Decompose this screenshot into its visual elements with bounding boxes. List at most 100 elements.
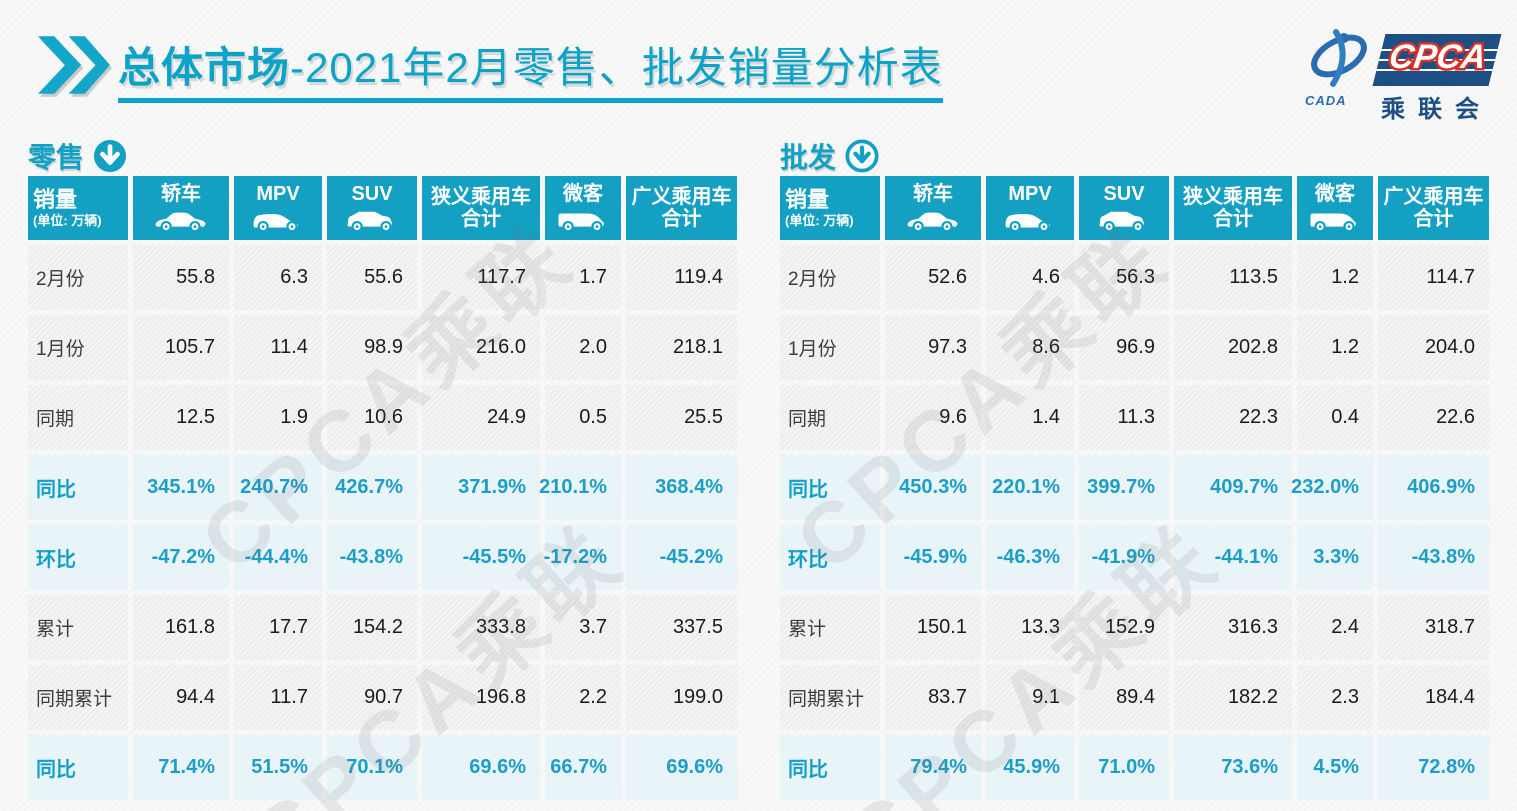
value-cell: 79.4% [885,735,981,800]
download-arrow-outline-icon [845,139,879,173]
value-cell: 0.5 [545,385,621,450]
row-label: 同比 [36,759,76,781]
value-text: 184.4 [1424,686,1475,708]
value-cell: 232.0% [1291,455,1373,520]
sedan-icon [155,212,206,233]
page-title-bold: 总体市场 [118,44,291,91]
value-text: -45.2% [659,546,723,568]
value-text: 1.4 [1032,406,1060,428]
value-cell: 22.3 [1174,385,1292,450]
row-label: 同期 [788,409,827,430]
retail-section: 零售 销量 (单位: 万辆) 轿车 MPV SUV 狭义乘用车 合计 微客 广义乘用车 合计 2月份… [28,136,737,800]
value-text: 152.9 [1104,616,1155,638]
value-text: 97.3 [928,336,967,358]
value-text: 450.3% [899,476,967,498]
value-text: -46.3% [996,546,1060,568]
value-text: 240.7% [240,476,308,498]
value-cell: 83.7 [885,665,981,730]
column-header-cell: 广义乘用车 合计 [1378,176,1489,240]
column-header-cell: SUV [327,176,417,240]
value-text: 22.6 [1436,406,1475,428]
value-text: 4.5% [1313,756,1359,778]
value-cell: 73.6% [1174,735,1292,800]
value-text: -43.8% [1411,546,1475,568]
value-cell: -44.1% [1174,525,1292,590]
value-cell: 196.8 [422,665,540,730]
row-label-cell: 同期 [28,385,128,450]
column-header-line1: 微客 [563,182,603,205]
value-text: 316.3 [1227,616,1278,638]
column-header-cell: MPV [986,176,1074,240]
value-cell: 1.7 [545,245,621,310]
value-text: 232.0% [1291,476,1359,498]
value-text: 10.6 [364,406,403,428]
wholesale-section-header: 批发 [780,136,1489,176]
value-cell: 66.7% [545,735,621,800]
cpca-logo: CADA CPCA CPCA 乘联会 [1303,20,1502,123]
value-text: 114.7 [1426,266,1475,288]
value-cell: -43.8% [1378,525,1489,590]
mpv-icon [253,214,299,233]
column-header-line1: MPV [256,182,300,205]
value-text: 1.2 [1331,336,1359,358]
value-cell: 105.7 [133,315,229,380]
value-text: 3.3% [1313,546,1359,568]
column-header-cell: 轿车 [885,176,981,240]
row-label: 同期累计 [788,689,865,710]
value-cell: 202.8 [1174,315,1292,380]
value-text: 8.6 [1032,336,1060,358]
column-header-cell: 狭义乘用车 合计 [1174,176,1292,240]
column-header-line1: 狭义乘用车 [431,185,531,208]
row-label: 环比 [788,549,828,571]
value-cell: 182.2 [1174,665,1292,730]
value-cell: 11.4 [234,315,322,380]
value-cell: 406.9% [1378,455,1489,520]
value-cell: 154.2 [327,595,417,660]
value-text: 89.4 [1116,686,1155,708]
value-cell: 184.4 [1378,665,1489,730]
value-cell: 25.5 [626,385,737,450]
column-header-cell: 微客 [545,176,621,240]
value-cell: 89.4 [1079,665,1169,730]
cpca-wordmark-block: CPCA CPCA 乘联会 [1372,20,1502,123]
value-text: -45.5% [462,546,526,568]
value-text: 83.7 [928,686,967,708]
value-cell: 0.4 [1297,385,1373,450]
cpca-text-fill: CPCA [1386,38,1489,76]
value-cell: 218.1 [626,315,737,380]
value-cell: 22.6 [1378,385,1489,450]
row-label-cell: 2月份 [28,245,128,310]
value-text: 202.8 [1227,336,1278,358]
column-header-line2: 合计 [461,208,501,230]
value-cell: 9.1 [986,665,1074,730]
value-cell: -47.2% [133,525,229,590]
value-text: 368.4% [655,476,723,498]
value-text: 409.7% [1210,476,1278,498]
value-text: 4.6 [1032,266,1060,288]
value-text: 11.7 [270,686,308,708]
value-cell: 51.5% [234,735,322,800]
value-text: -44.4% [244,546,308,568]
value-cell: -45.9% [885,525,981,590]
cada-text: CADA [1305,93,1347,108]
value-text: 17.7 [269,616,308,638]
column-header-line1: 轿车 [913,182,953,205]
minibus-icon [558,213,604,233]
value-text: 1.2 [1331,266,1359,288]
value-text: 69.6% [666,756,723,778]
value-cell: 45.9% [986,735,1074,800]
row-label-cell: 同比 [28,455,128,520]
cpca-wordmark: CPCA CPCA [1372,34,1502,86]
value-cell: 56.3 [1079,245,1169,310]
value-text: 3.7 [579,616,607,638]
value-cell: 98.9 [327,315,417,380]
value-cell: 240.7% [234,455,322,520]
value-cell: -17.2% [544,525,621,590]
tables-area: 零售 销量 (单位: 万辆) 轿车 MPV SUV 狭义乘用车 合计 微客 广义乘用车 合计 2月份… [28,136,1489,800]
value-text: 0.5 [579,406,607,428]
value-text: 56.3 [1116,266,1155,288]
value-text: 154.2 [352,616,403,638]
value-text: 337.5 [672,616,723,638]
value-text: 150.1 [916,616,967,638]
